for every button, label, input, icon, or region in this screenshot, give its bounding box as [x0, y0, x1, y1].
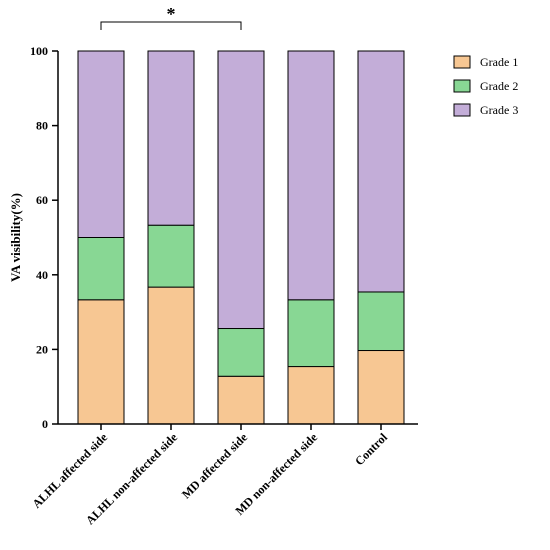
bar-segment-3-category-5: [357, 50, 405, 293]
y-tick-label: 100: [30, 44, 48, 58]
bar-segment-3-category-1: [77, 50, 125, 238]
y-axis-title: VA visibility(%): [8, 193, 23, 282]
x-category-label: ALHL affected side: [30, 430, 111, 511]
bar-segment-3-category-3: [217, 50, 265, 330]
significance-bracket: *: [100, 4, 242, 30]
bar-segment-1-category-2: [147, 286, 195, 425]
bar-segment-3-category-2: [147, 50, 195, 226]
bar-segment-2-category-4: [287, 299, 335, 368]
y-ticks: 0 20 40 60 80 100: [30, 44, 58, 431]
bar-segment-2-category-5: [357, 291, 405, 352]
significance-bracket-line: [100, 21, 242, 30]
legend: Grade 1 Grade 2 Grade 3: [453, 55, 518, 117]
bar-segment-1-category-5: [357, 350, 405, 425]
axes: [57, 51, 418, 425]
y-tick-label: 40: [36, 268, 48, 282]
y-tick-label: 20: [36, 342, 48, 356]
bar-segment-1-category-4: [287, 366, 335, 425]
bar-segment-2-category-3: [217, 328, 265, 377]
legend-swatch-1: [453, 55, 471, 69]
x-category-label: Control: [352, 430, 390, 468]
x-category-label: MD affected side: [179, 430, 251, 502]
bar-segment-2-category-1: [77, 237, 125, 301]
y-tick-label: 60: [36, 193, 48, 207]
legend-swatch-2: [453, 79, 471, 93]
bar-segment-1-category-1: [77, 299, 125, 425]
legend-label-1: Grade 1: [480, 55, 518, 69]
legend-label-3: Grade 3: [480, 103, 518, 117]
significance-marker: *: [167, 4, 176, 24]
bar-segment-3-category-4: [287, 50, 335, 301]
y-tick-label: 80: [36, 119, 48, 133]
bars-layer: [77, 50, 405, 425]
legend-label-2: Grade 2: [480, 79, 518, 93]
bar-segment-2-category-2: [147, 224, 195, 288]
y-tick-label: 0: [42, 417, 48, 431]
bar-segment-1-category-3: [217, 375, 265, 425]
legend-swatch-3: [453, 103, 471, 117]
